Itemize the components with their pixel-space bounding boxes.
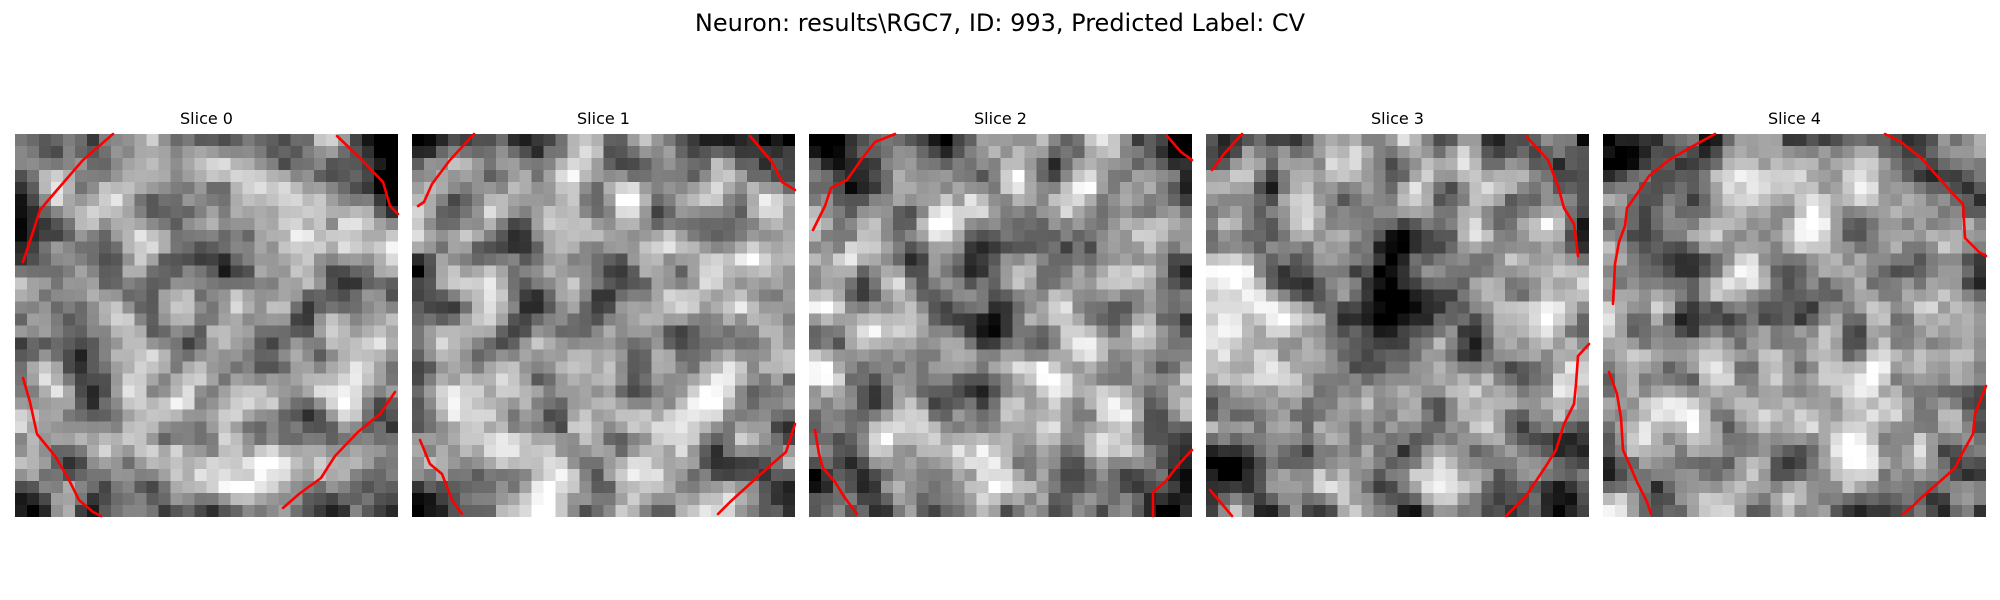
contour-line — [416, 132, 476, 208]
slice-title: Slice 4 — [1768, 109, 1821, 128]
contour-line — [1504, 342, 1591, 518]
slice-image — [412, 134, 795, 517]
contour-line — [1165, 134, 1194, 162]
contour-overlay — [811, 132, 1194, 518]
contour-line — [21, 132, 115, 264]
slice-panel-4: Slice 4 — [1603, 106, 1988, 517]
contour-line — [1611, 132, 1717, 306]
contour-line — [281, 390, 397, 510]
contour-overlay — [1208, 132, 1591, 518]
slice-image — [15, 134, 398, 517]
contour-line — [1151, 448, 1194, 518]
contour-line — [21, 376, 103, 518]
slice-panel-1: Slice 1 — [412, 106, 797, 517]
slice-image — [1603, 134, 1986, 517]
slice-image — [809, 134, 1192, 517]
slice-panel-2: Slice 2 — [809, 106, 1194, 518]
slice-image — [1206, 134, 1589, 517]
contour-line — [716, 422, 797, 516]
contour-line — [1208, 488, 1234, 518]
slice-panel-3: Slice 3 — [1206, 106, 1591, 518]
contour-line — [1607, 370, 1653, 516]
slice-title: Slice 3 — [1371, 109, 1424, 128]
contour-line — [748, 134, 797, 192]
slice-title: Slice 1 — [577, 109, 630, 128]
slice-title: Slice 2 — [974, 109, 1027, 128]
contour-line — [1210, 132, 1244, 172]
contour-overlay — [416, 132, 797, 516]
contour-line — [811, 132, 897, 232]
contour-line — [1883, 132, 1988, 258]
contour-line — [1524, 134, 1580, 258]
contour-line — [1901, 384, 1988, 516]
contour-line — [813, 428, 859, 516]
figure-title: Neuron: results\RGC7, ID: 993, Predicted… — [694, 9, 1306, 37]
contour-overlay — [1607, 132, 1988, 516]
slice-panel-0: Slice 0 — [15, 106, 400, 518]
slice-title: Slice 0 — [180, 109, 233, 128]
contour-line — [335, 134, 400, 216]
contour-overlay — [21, 132, 400, 518]
contour-line — [418, 438, 464, 516]
